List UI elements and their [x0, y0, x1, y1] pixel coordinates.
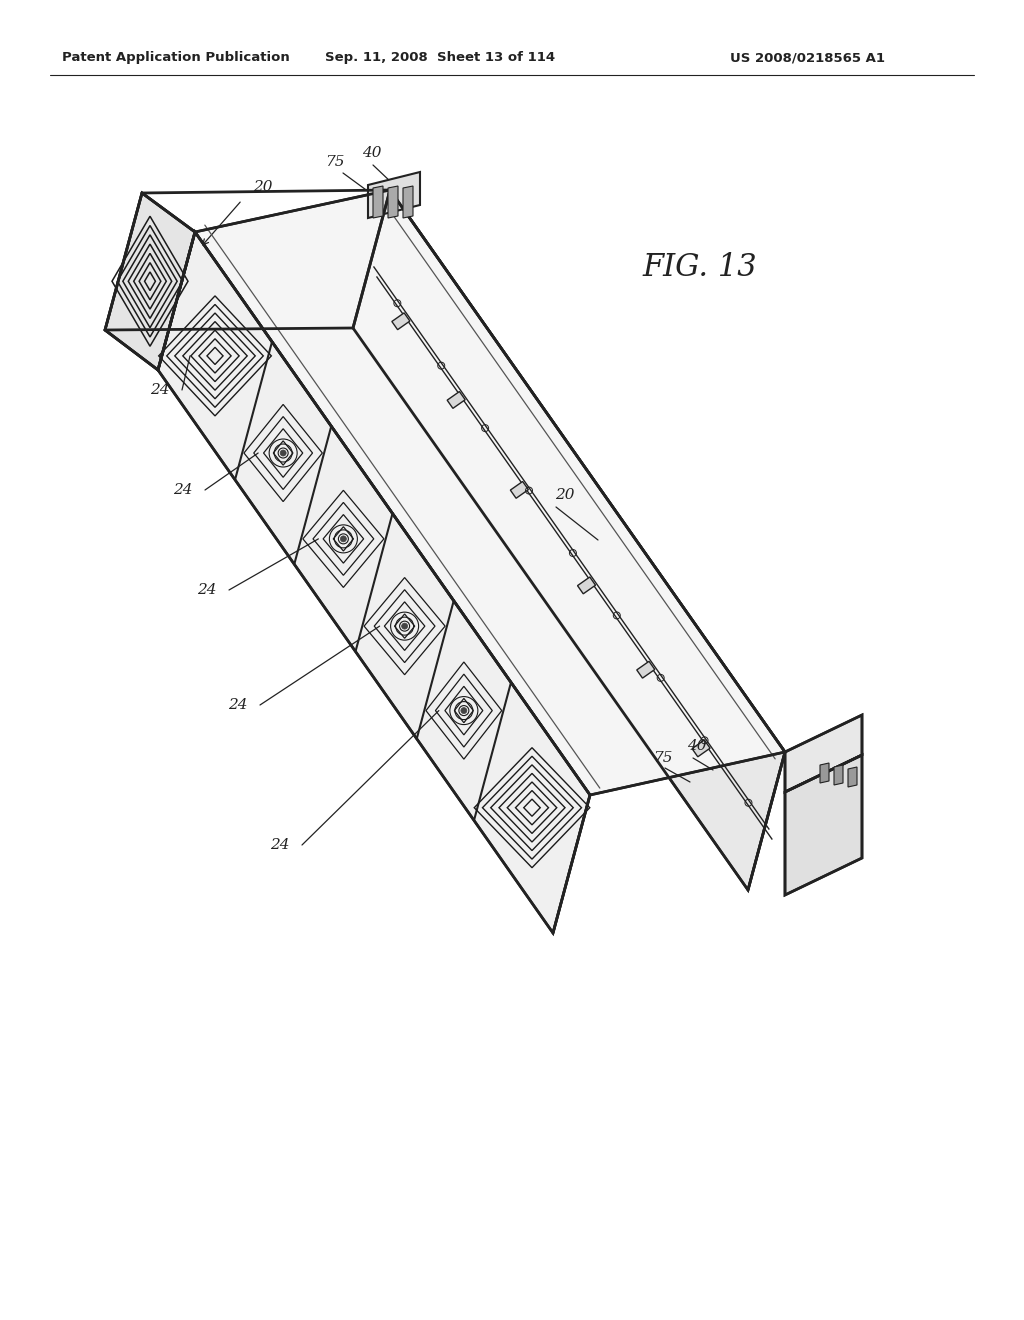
Polygon shape [692, 741, 710, 756]
Text: 75: 75 [326, 154, 345, 169]
Polygon shape [105, 193, 195, 370]
Polygon shape [447, 392, 465, 408]
Polygon shape [368, 172, 420, 218]
Text: Patent Application Publication: Patent Application Publication [62, 51, 290, 65]
Text: 24: 24 [151, 383, 170, 397]
Polygon shape [403, 186, 413, 218]
Polygon shape [578, 577, 596, 594]
Polygon shape [388, 186, 398, 218]
Text: 24: 24 [270, 838, 290, 851]
Text: 40: 40 [362, 147, 382, 160]
Circle shape [401, 623, 408, 630]
Text: 20: 20 [555, 488, 574, 502]
Circle shape [461, 708, 467, 714]
Polygon shape [785, 755, 862, 895]
Text: Sep. 11, 2008  Sheet 13 of 114: Sep. 11, 2008 Sheet 13 of 114 [325, 51, 555, 65]
Text: FIG. 13: FIG. 13 [643, 252, 758, 284]
Polygon shape [195, 190, 785, 795]
Circle shape [281, 450, 286, 455]
Polygon shape [820, 763, 829, 783]
Text: 24: 24 [173, 483, 193, 498]
Polygon shape [353, 190, 785, 890]
Text: 20: 20 [253, 180, 272, 194]
Text: 40: 40 [687, 739, 707, 752]
Polygon shape [510, 482, 528, 498]
Polygon shape [158, 232, 590, 933]
Polygon shape [834, 766, 843, 785]
Polygon shape [848, 767, 857, 787]
Polygon shape [785, 715, 862, 792]
Circle shape [340, 536, 346, 543]
Polygon shape [637, 661, 654, 678]
Text: 24: 24 [198, 583, 217, 597]
Text: US 2008/0218565 A1: US 2008/0218565 A1 [730, 51, 885, 65]
Text: 24: 24 [228, 698, 248, 711]
Text: 75: 75 [653, 751, 673, 766]
Polygon shape [373, 186, 383, 218]
Polygon shape [392, 313, 410, 330]
